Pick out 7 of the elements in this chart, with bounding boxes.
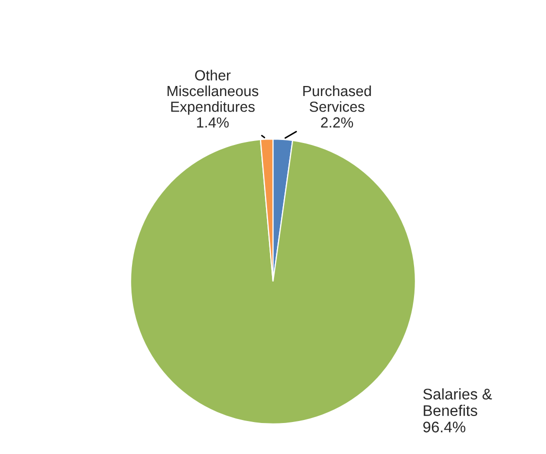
pie-slice (130, 139, 416, 424)
slice-label: Purchased Services (303, 85, 371, 112)
slice-label: Other Miscellaneous Expenditures (168, 70, 258, 115)
slice-label: Salaries & Benefits (423, 388, 492, 416)
data-label: 2.2% (321, 117, 354, 128)
data-label: 1.4% (197, 117, 229, 128)
data-label: 96.4% (423, 422, 466, 432)
